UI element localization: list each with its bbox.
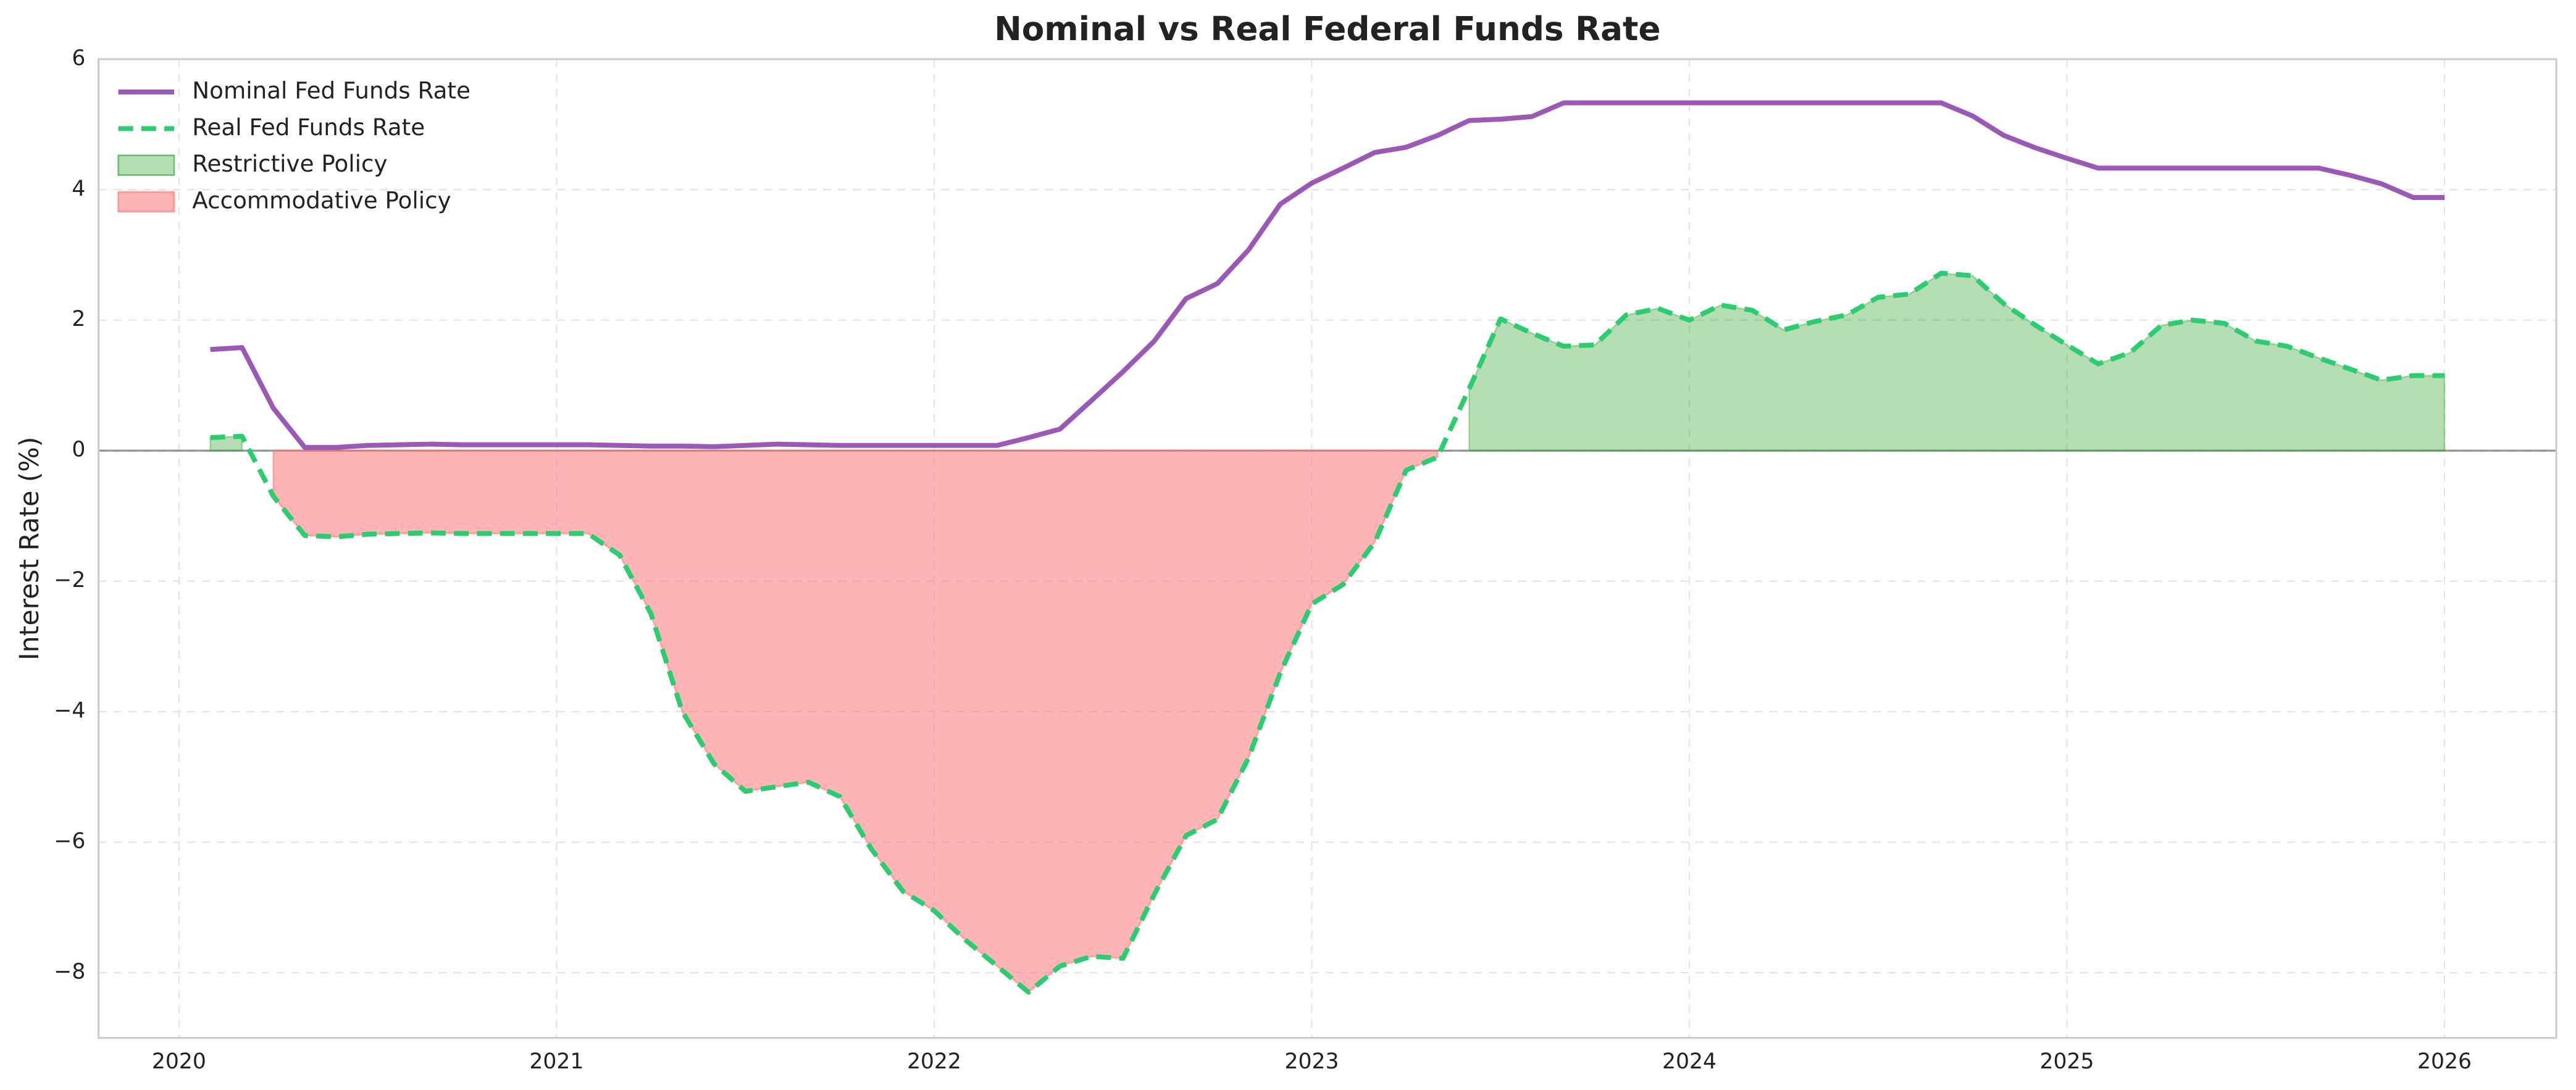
lines bbox=[210, 100, 2445, 995]
x-tick-label: 2021 bbox=[529, 1049, 583, 1074]
y-tick-label: −2 bbox=[54, 568, 85, 593]
x-tick-label: 2020 bbox=[152, 1049, 206, 1074]
legend-label: Real Fed Funds Rate bbox=[192, 114, 425, 141]
y-tick-label: −8 bbox=[54, 959, 85, 984]
series-line bbox=[210, 100, 2445, 450]
y-tick-label: 0 bbox=[72, 438, 85, 462]
fills bbox=[98, 272, 2557, 994]
y-axis-label: Interest Rate (%) bbox=[14, 437, 45, 660]
y-tick-label: 2 bbox=[72, 307, 85, 331]
legend-label: Restrictive Policy bbox=[192, 150, 387, 177]
legend-patch bbox=[117, 154, 175, 177]
plot-frame bbox=[98, 58, 2557, 1039]
legend: Nominal Fed Funds Rate Real Fed Funds Rat… bbox=[117, 77, 470, 214]
x-tick-label: 2023 bbox=[1284, 1049, 1339, 1074]
series-line bbox=[210, 270, 2445, 995]
x-tick-label: 2026 bbox=[2417, 1049, 2472, 1074]
x-tick-label: 2022 bbox=[907, 1049, 961, 1074]
x-tick-label: 2024 bbox=[1662, 1049, 1717, 1074]
fill-region bbox=[209, 435, 243, 452]
fill-region bbox=[1468, 272, 2446, 452]
y-tick-label: 4 bbox=[72, 177, 85, 201]
x-tick-label: 2025 bbox=[2040, 1049, 2094, 1074]
legend-patch bbox=[117, 191, 175, 213]
chart-title: Nominal vs Real Federal Funds Rate bbox=[994, 10, 1660, 48]
y-tick-label: −4 bbox=[54, 699, 85, 723]
y-tick-label: 6 bbox=[72, 46, 85, 70]
y-tick-label: −6 bbox=[54, 829, 85, 854]
legend-label: Accommodative Policy bbox=[192, 187, 451, 214]
legend-label: Nominal Fed Funds Rate bbox=[192, 77, 470, 104]
